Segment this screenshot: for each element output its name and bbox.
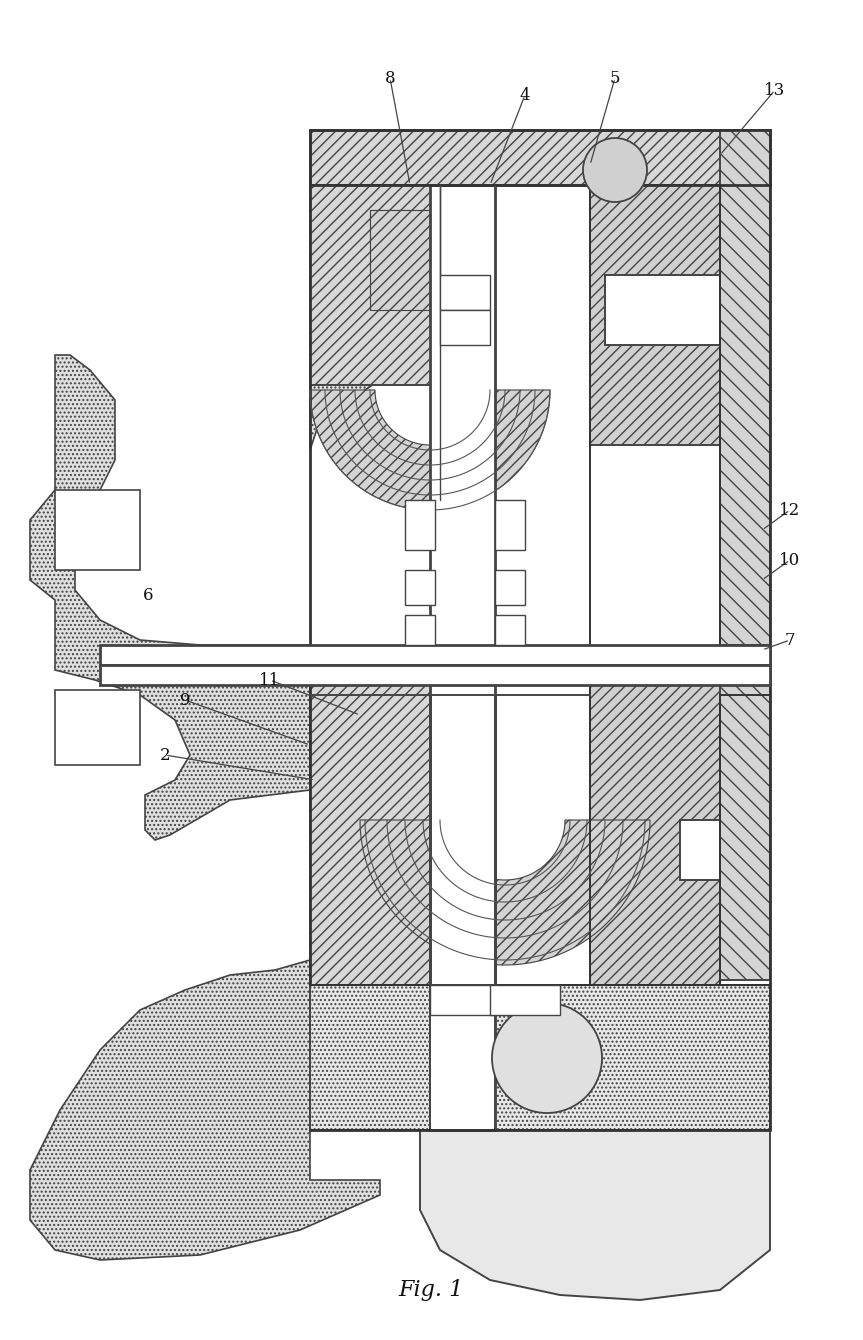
FancyBboxPatch shape <box>310 985 770 1130</box>
Text: 11: 11 <box>260 671 280 689</box>
Text: 8: 8 <box>385 70 395 87</box>
Polygon shape <box>310 1130 770 1300</box>
Text: 10: 10 <box>779 552 801 568</box>
FancyBboxPatch shape <box>720 685 770 980</box>
Text: 13: 13 <box>765 82 785 99</box>
Polygon shape <box>310 390 550 511</box>
FancyBboxPatch shape <box>680 820 720 880</box>
FancyBboxPatch shape <box>310 130 770 185</box>
FancyBboxPatch shape <box>495 615 525 645</box>
Circle shape <box>492 1004 602 1114</box>
FancyBboxPatch shape <box>590 185 720 445</box>
FancyBboxPatch shape <box>430 185 495 1130</box>
FancyBboxPatch shape <box>590 685 720 985</box>
FancyBboxPatch shape <box>55 690 140 765</box>
FancyBboxPatch shape <box>605 275 720 344</box>
FancyBboxPatch shape <box>430 985 495 1014</box>
FancyBboxPatch shape <box>495 500 525 549</box>
FancyBboxPatch shape <box>310 185 440 385</box>
FancyBboxPatch shape <box>310 685 435 985</box>
Polygon shape <box>30 355 380 1260</box>
FancyBboxPatch shape <box>100 665 770 685</box>
FancyBboxPatch shape <box>495 570 525 604</box>
Polygon shape <box>310 159 430 450</box>
FancyBboxPatch shape <box>405 570 435 604</box>
Text: 6: 6 <box>142 587 154 603</box>
FancyBboxPatch shape <box>405 615 435 645</box>
FancyBboxPatch shape <box>440 310 490 344</box>
FancyBboxPatch shape <box>720 645 770 695</box>
Polygon shape <box>360 820 650 965</box>
Polygon shape <box>370 210 490 269</box>
FancyBboxPatch shape <box>490 985 560 1014</box>
Text: 5: 5 <box>610 70 620 87</box>
FancyBboxPatch shape <box>430 985 495 1130</box>
Text: 9: 9 <box>180 691 190 709</box>
Text: 2: 2 <box>160 746 170 764</box>
FancyBboxPatch shape <box>720 130 770 645</box>
Text: Fig. 1: Fig. 1 <box>399 1278 463 1301</box>
Text: 7: 7 <box>784 631 796 649</box>
FancyBboxPatch shape <box>100 645 770 665</box>
Text: 4: 4 <box>520 87 530 103</box>
FancyBboxPatch shape <box>440 275 490 310</box>
FancyBboxPatch shape <box>405 500 435 549</box>
Circle shape <box>583 138 647 202</box>
Polygon shape <box>370 210 430 310</box>
Text: 12: 12 <box>779 501 801 519</box>
FancyBboxPatch shape <box>55 490 140 570</box>
